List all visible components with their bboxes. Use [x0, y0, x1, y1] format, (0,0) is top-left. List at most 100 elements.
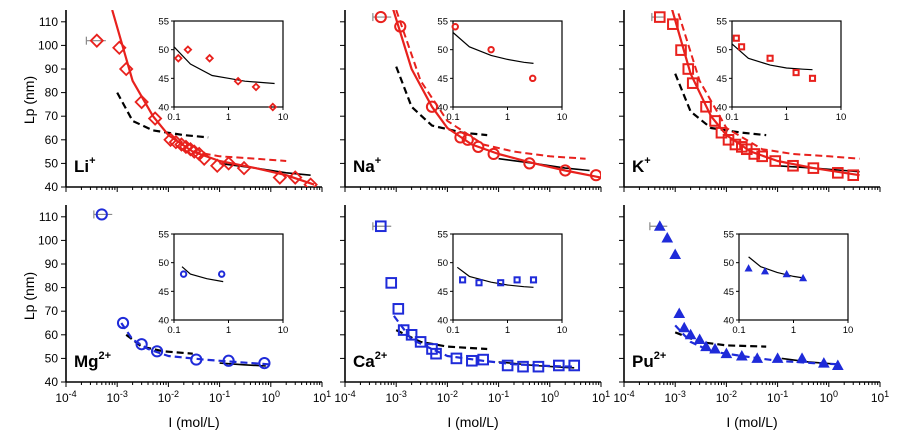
inset-x-tick-label: 1 — [791, 325, 796, 336]
x-tick-label: 100 — [820, 389, 838, 405]
data-point — [847, 169, 860, 181]
data-point — [394, 20, 407, 33]
data-point — [405, 329, 418, 341]
inset-data-point — [782, 269, 791, 278]
data-point — [89, 33, 105, 48]
data-point — [385, 277, 398, 289]
data-point — [461, 133, 474, 146]
x-tick-label: 10-1 — [209, 389, 230, 405]
inset-y-tick-label: 50 — [158, 45, 169, 56]
inset-y-tick-label: 45 — [716, 74, 727, 85]
black-dashed-fit — [116, 92, 209, 139]
panel-pu: 10-4 10-3 10-2 10-1 100 101 Pu2+ 40 45 50 55 0.1 1 10 — [613, 205, 889, 405]
y-tick-label: 80 — [45, 281, 59, 295]
y-axis-title: Lp (nm) — [21, 76, 37, 124]
ion-label: Mg2+ — [74, 350, 111, 371]
data-point — [183, 141, 198, 157]
inset-y-tick-label: 40 — [158, 103, 169, 114]
inset-fit-line — [181, 266, 224, 283]
inset-data-point — [451, 23, 459, 31]
data-point — [729, 138, 742, 151]
data-point — [715, 126, 728, 139]
inset-x-tick-label: 10 — [557, 325, 568, 336]
data-point — [682, 63, 695, 75]
inset-x-tick-label: 1 — [226, 112, 231, 123]
data-point — [112, 40, 127, 56]
x-tick-label: 10-1 — [767, 389, 788, 405]
inset-x-tick-label: 10 — [278, 325, 289, 336]
x-tick-label: 101 — [313, 389, 331, 405]
data-point — [796, 352, 808, 363]
plot-area — [372, 220, 581, 373]
data-point — [392, 303, 405, 315]
inset-x-tick-label: 0.1 — [446, 325, 459, 336]
x-tick-label: 10-3 — [107, 389, 128, 405]
red-dashed-fit — [676, 10, 860, 160]
y-tick-label: 100 — [38, 38, 58, 52]
inset-y-tick-label: 55 — [723, 230, 734, 241]
data-point — [425, 100, 439, 113]
inset-y-tick-label: 55 — [158, 230, 169, 241]
y-tick-label: 110 — [39, 210, 58, 224]
x-tick-label: 10-4 — [334, 389, 355, 405]
panel-na: Na+ 40 45 50 55 0.1 1 10 — [340, 10, 602, 192]
inset-data-point — [183, 45, 193, 55]
data-point — [517, 360, 529, 373]
data-point — [653, 220, 666, 231]
inset-y-tick-label: 50 — [723, 258, 734, 269]
inset-y-tick-label: 45 — [158, 287, 169, 298]
inset-li: 40 45 50 55 0.1 1 10 — [158, 17, 288, 124]
inset-fit-line — [456, 266, 534, 288]
inset-pu: 40 45 50 55 0.1 1 10 — [723, 230, 853, 337]
inset-data-point — [179, 270, 188, 278]
ion-label: Li+ — [74, 155, 96, 176]
data-point — [661, 232, 674, 243]
plot-area — [93, 208, 271, 370]
inset-data-point — [529, 276, 538, 284]
inset-x-tick-label: 10 — [843, 325, 854, 336]
inset-x-tick-label: 0.1 — [732, 325, 745, 336]
plot-area — [651, 10, 860, 181]
y-tick-label: 80 — [45, 86, 59, 100]
x-tick-label: 10-2 — [158, 389, 179, 405]
data-point — [678, 321, 691, 333]
y-tick-label: 100 — [38, 233, 58, 247]
data-point — [756, 150, 768, 163]
data-point — [118, 61, 134, 77]
y-tick-label: 90 — [45, 257, 59, 271]
data-point — [150, 345, 164, 358]
data-point — [831, 359, 844, 370]
inset-data-point — [205, 53, 215, 63]
inset-data-point — [268, 102, 278, 112]
black-solid-fit — [219, 362, 266, 367]
data-point — [589, 169, 601, 182]
inset-y-tick-label: 45 — [437, 287, 448, 298]
data-point — [236, 160, 252, 176]
inset-y-tick-label: 50 — [437, 45, 448, 56]
data-point — [466, 354, 478, 367]
inset-y-tick-label: 45 — [437, 74, 448, 85]
y-axis-title: Lp (nm) — [21, 272, 37, 320]
data-point — [553, 359, 565, 372]
inset-data-point — [528, 74, 537, 83]
data-point — [523, 157, 536, 170]
data-point — [709, 342, 721, 354]
data-point — [501, 359, 514, 372]
y-tick-label: 70 — [45, 109, 59, 123]
inset-y-tick-label: 50 — [158, 258, 169, 269]
inset-y-tick-label: 55 — [437, 230, 448, 241]
plot-area — [372, 10, 601, 182]
x-axis-title: I (mol/L) — [168, 414, 219, 430]
data-point — [258, 357, 271, 370]
red-solid-fit — [392, 10, 601, 179]
inset-fit-line — [731, 43, 813, 71]
x-axis-title: I (mol/L) — [726, 414, 777, 430]
y-tick-label: 90 — [45, 62, 59, 76]
inset-data-point — [792, 69, 800, 77]
data-point — [477, 353, 489, 366]
inset-data-point — [808, 74, 817, 82]
data-point — [771, 352, 784, 363]
